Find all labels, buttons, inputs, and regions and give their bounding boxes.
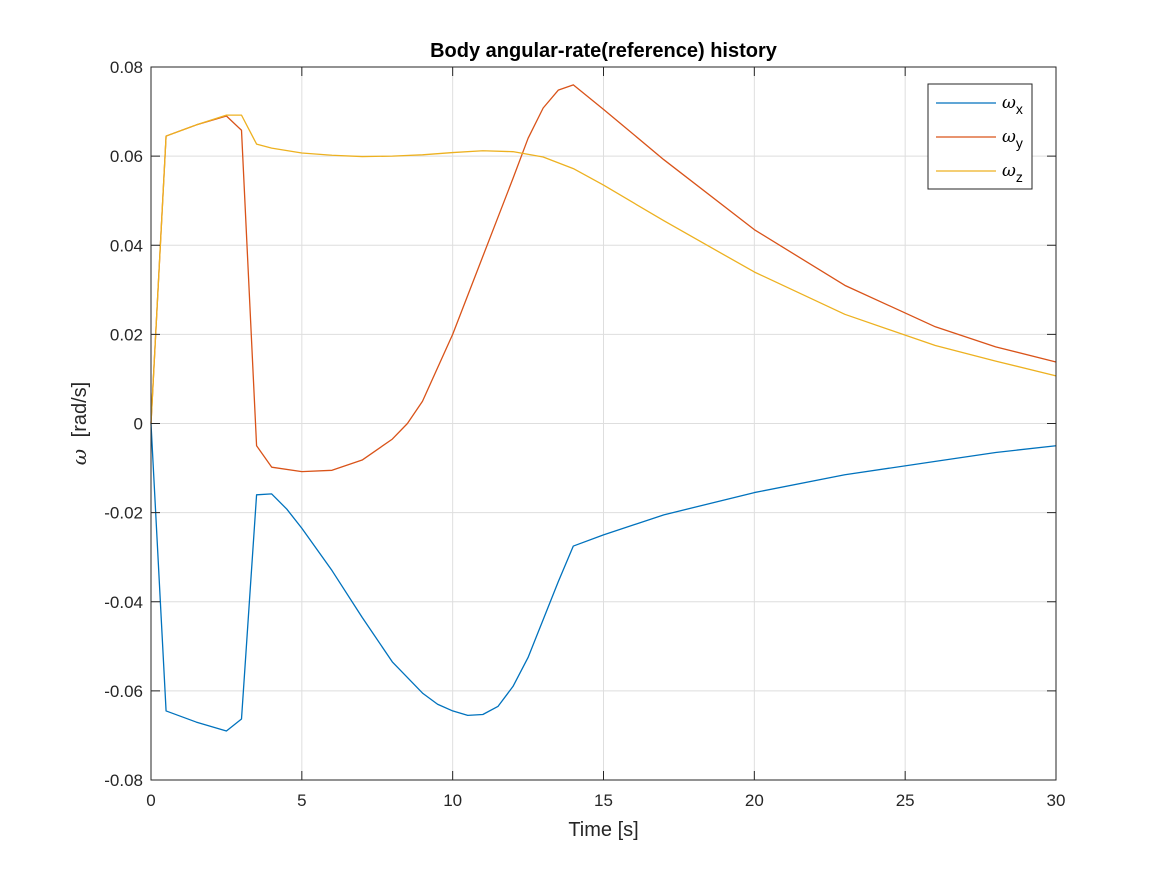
series-line-x	[150, 423, 1057, 732]
legend-label-x: ωx	[1002, 93, 1023, 117]
y-tick-label: 0.02	[110, 325, 143, 344]
series-group	[150, 84, 1057, 732]
x-tick-label: 30	[1047, 791, 1066, 810]
x-tick-label: 5	[297, 791, 306, 810]
y-tick-label: -0.06	[104, 682, 143, 701]
y-tick-label: 0	[134, 415, 143, 434]
legend-label-symbol: ω	[1002, 127, 1016, 147]
x-tick-label: 10	[443, 791, 462, 810]
legend-label-symbol: ω	[1002, 93, 1016, 113]
chart-title: Body angular-rate(reference) history	[430, 40, 778, 62]
x-tick-label: 20	[745, 791, 764, 810]
legend-label-subscript: x	[1016, 101, 1023, 117]
y-axis-label-unit: [rad/s]	[69, 382, 91, 438]
y-tick-label: 0.06	[110, 147, 143, 166]
y-tick-label: -0.04	[104, 593, 143, 612]
y-tick-label: -0.02	[104, 504, 143, 523]
y-axis-label-symbol: ω	[67, 449, 91, 465]
x-tick-label: 15	[594, 791, 613, 810]
x-axis-label: Time [s]	[568, 819, 638, 841]
legend-label-subscript: z	[1016, 169, 1023, 185]
x-tick-label: 25	[896, 791, 915, 810]
legend-label-z: ωz	[1002, 161, 1023, 185]
y-tick-label: 0.04	[110, 236, 143, 255]
y-axis-label: ω [rad/s]	[67, 382, 91, 465]
legend-label-y: ωy	[1002, 127, 1023, 151]
series-line-y	[150, 84, 1057, 473]
y-tick-label: -0.08	[104, 771, 143, 790]
x-tick-label: 0	[146, 791, 155, 810]
tick-labels: 0 5 10 15 20 25 30 -0.08 -0.06 -0.04 -0.02 0 0.02 0.0…	[104, 58, 1065, 810]
series-line-z	[150, 114, 1057, 424]
y-tick-label: 0.08	[110, 58, 143, 77]
legend-label-subscript: y	[1016, 135, 1023, 151]
ticks	[150, 66, 1057, 781]
legend-label-symbol: ω	[1002, 161, 1016, 181]
